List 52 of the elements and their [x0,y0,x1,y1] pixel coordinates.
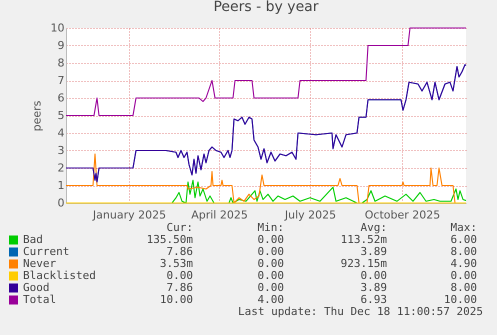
text: 0.00 [450,269,477,282]
text: 135.50m [146,233,193,246]
text: 0.00 [360,269,387,282]
text: 4.90 [450,257,477,270]
text: 0.00 [258,245,284,258]
x-tick-label: April 2025 [191,208,248,222]
y-tick-label: 9 [58,39,64,52]
y-tick-label: 0 [58,196,64,210]
text: 7.86 [166,245,193,258]
legend-label: Total [23,293,56,306]
text: 10.00 [444,293,477,306]
x-tick-label: July 2025 [284,208,336,222]
text: 3.89 [360,281,387,294]
text: 4.00 [258,293,284,306]
text: Avg: [360,221,387,234]
text: 923.15m [340,257,387,270]
text: 0.00 [258,269,284,282]
text: 6.00 [450,233,477,246]
y-tick-label: 8 [58,56,64,70]
text: 3.89 [360,245,387,258]
y-tick-label: 3 [58,144,64,157]
text: 7.86 [166,281,193,294]
text: 8.00 [450,281,477,294]
text: 0.00 [258,233,284,246]
y-tick-label: 6 [58,92,64,104]
y-tick-label: 1 [58,179,64,192]
legend-label: Current [23,245,70,258]
text: 0.00 [166,269,193,282]
legend-label: Never [23,257,56,270]
text: 8.00 [450,245,477,258]
text: 0.00 [258,281,284,294]
text: 6.93 [360,293,387,306]
y-tick-label: 10 [50,22,64,34]
text: 0.00 [258,257,284,270]
legend-label: Bad [23,233,43,246]
chart-title: Peers - by year [213,0,319,15]
y-tick-label: 7 [58,74,64,87]
text: 10.00 [160,293,193,306]
legend-label: Good [23,281,50,294]
text: Last update: Thu Dec 18 11:00:57 2025 [238,305,483,318]
text: 113.52m [340,233,387,246]
text: 3.53m [160,257,193,270]
y-tick-label: 2 [58,162,64,174]
x-tick-label: January 2025 [92,208,166,222]
text: Cur: [166,221,193,234]
y-tick-label: 5 [58,109,64,122]
y-axis-title: peers [30,100,44,132]
text: Min: [258,221,284,234]
x-tick-label: October 2025 [364,208,440,222]
y-tick-label: 4 [58,126,64,140]
text: Max: [450,221,477,234]
legend-label: Blacklisted [23,269,96,282]
